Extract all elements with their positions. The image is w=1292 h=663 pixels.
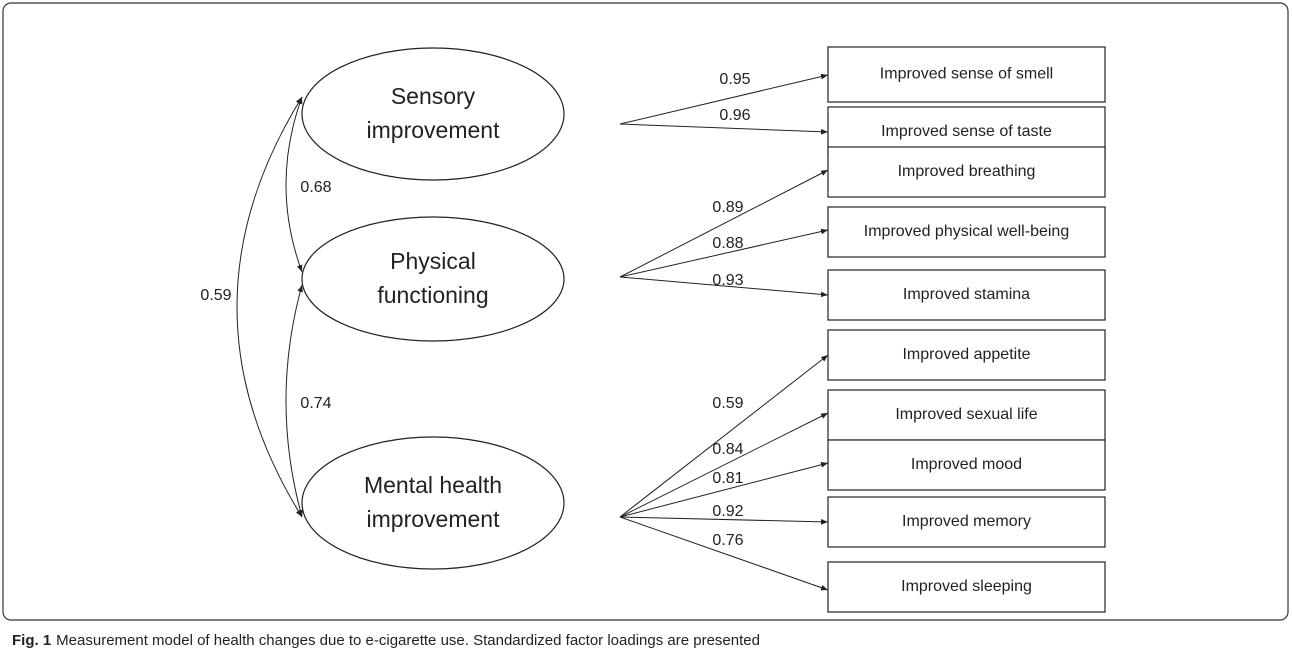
loading-label: 0.89 xyxy=(712,199,743,216)
correlation-arrow xyxy=(285,284,303,518)
indicator-box xyxy=(827,46,1106,103)
loading-label: 0.96 xyxy=(719,107,750,124)
indicator-box xyxy=(827,561,1106,613)
indicator-label: Improved sexual life xyxy=(895,406,1037,423)
loading-arrow xyxy=(619,462,829,518)
diagram: Sensory improvement Physical functioning Men… xyxy=(200,46,1106,613)
caption-text: Measurement model of health changes due … xyxy=(56,632,760,649)
indicator-label: Improved stamina xyxy=(903,286,1030,303)
loading-arrow xyxy=(619,516,829,591)
indicator-label: Improved physical well-being xyxy=(864,223,1069,240)
loading-label: 0.81 xyxy=(712,470,743,487)
indicator-label: Improved breathing xyxy=(898,163,1036,180)
indicator-box xyxy=(827,329,1106,381)
factor-label: Sensory xyxy=(391,83,476,109)
loading-label: 0.92 xyxy=(712,503,743,520)
indicator-box xyxy=(827,439,1106,491)
factor-label: improvement xyxy=(367,506,501,532)
indicator-box xyxy=(827,496,1106,548)
indicator-label: Improved memory xyxy=(902,513,1031,530)
indicator-label: Improved sense of smell xyxy=(880,66,1053,83)
indicator-label: Improved appetite xyxy=(902,346,1030,363)
caption-label: Fig. 1 xyxy=(12,632,51,649)
loading-arrow xyxy=(619,73,829,125)
correlation-arrow xyxy=(285,96,303,273)
factor-ellipse xyxy=(301,216,565,342)
loading-label: 0.84 xyxy=(712,441,743,458)
loading-arrow xyxy=(619,354,829,518)
loading-arrow xyxy=(619,276,829,298)
indicator-box xyxy=(827,389,1106,441)
loading-label: 0.93 xyxy=(712,272,743,289)
indicator-label: Improved sleeping xyxy=(901,578,1032,595)
correlation-label: 0.59 xyxy=(200,287,231,304)
loading-arrow xyxy=(619,123,829,135)
loading-label: 0.88 xyxy=(712,235,743,252)
loading-arrow xyxy=(619,228,829,278)
factor-label: functioning xyxy=(377,282,488,308)
caption: Fig. 1 Measurement model of health change… xyxy=(12,632,760,649)
factor-label: Mental health xyxy=(364,472,502,498)
factor-label: improvement xyxy=(367,117,501,143)
frame xyxy=(2,2,1289,621)
indicator-box xyxy=(827,206,1106,258)
indicator-box xyxy=(827,269,1106,321)
loading-arrow xyxy=(619,412,829,518)
correlation-label: 0.68 xyxy=(300,179,331,196)
correlation-arrow xyxy=(236,96,303,518)
correlation-label: 0.74 xyxy=(300,395,331,412)
indicator-box xyxy=(827,146,1106,198)
factor-ellipse xyxy=(301,436,565,570)
loading-label: 0.59 xyxy=(712,395,743,412)
indicator-label: Improved sense of taste xyxy=(881,123,1052,140)
indicator-label: Improved mood xyxy=(911,456,1022,473)
loading-label: 0.95 xyxy=(719,71,750,88)
loading-label: 0.76 xyxy=(712,532,743,549)
factor-label: Physical xyxy=(390,248,476,274)
factor-ellipse xyxy=(301,47,565,181)
loading-arrow xyxy=(619,516,829,525)
loading-arrow xyxy=(619,169,829,278)
